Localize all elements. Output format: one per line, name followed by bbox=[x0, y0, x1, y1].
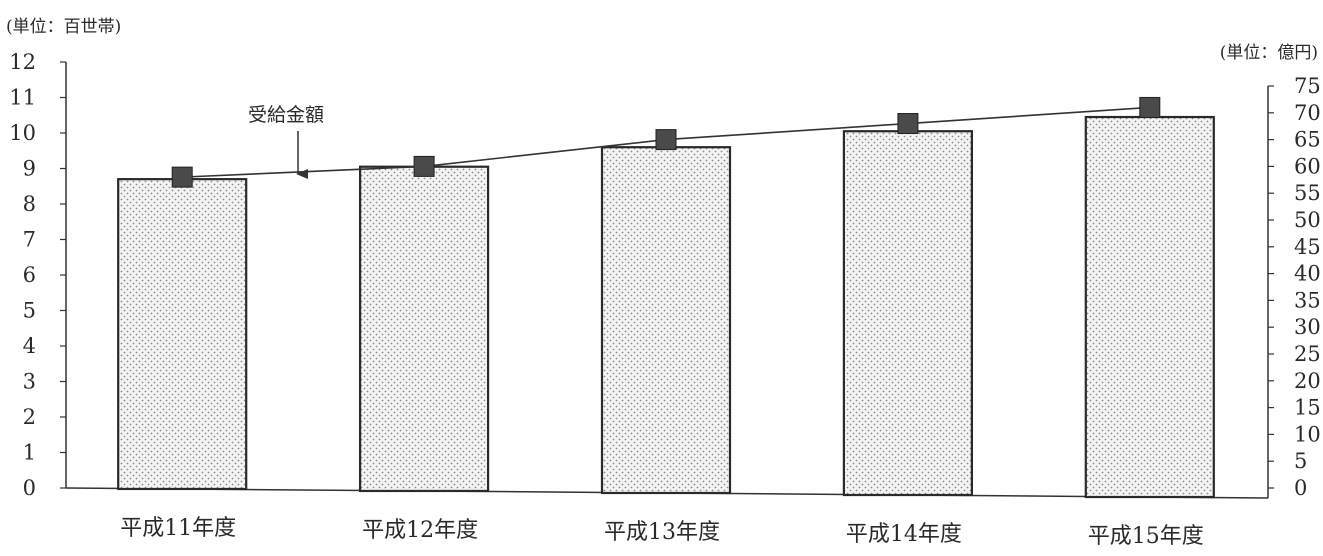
left-tick-label: 4 bbox=[23, 334, 36, 358]
bar bbox=[117, 178, 248, 491]
right-tick-label: 60 bbox=[1294, 154, 1321, 178]
right-axis-unit: (単位：億円) bbox=[1220, 43, 1318, 63]
left-tick-label: 0 bbox=[23, 476, 36, 500]
annotation-group: 受給金額 bbox=[248, 104, 324, 179]
right-tick-label: 10 bbox=[1294, 422, 1321, 446]
right-tick-label: 75 bbox=[1294, 74, 1321, 98]
line-marker bbox=[897, 113, 919, 135]
category-label: 平成15年度 bbox=[1088, 524, 1204, 549]
right-tick-label: 45 bbox=[1294, 235, 1321, 259]
category-labels: 平成11年度 平成12年度 平成13年度 平成14年度 平成15年度 bbox=[120, 516, 1204, 549]
bar bbox=[1084, 115, 1215, 499]
category-label: 平成14年度 bbox=[846, 522, 962, 547]
line-marker bbox=[171, 166, 193, 188]
right-tick-label: 5 bbox=[1294, 449, 1307, 473]
right-tick-label: 35 bbox=[1294, 288, 1321, 312]
line-marker bbox=[413, 155, 435, 177]
left-tick-label: 2 bbox=[23, 405, 36, 429]
left-tick-label: 7 bbox=[23, 228, 36, 252]
category-label: 平成12年度 bbox=[362, 518, 478, 543]
left-tick-label: 9 bbox=[23, 157, 36, 181]
line-series bbox=[171, 96, 1161, 188]
bar bbox=[842, 130, 974, 497]
right-tick-label: 0 bbox=[1294, 476, 1307, 500]
annotation-label: 受給金額 bbox=[248, 104, 324, 126]
right-tick-label: 65 bbox=[1294, 128, 1321, 152]
bars bbox=[117, 115, 1215, 499]
right-tick-label: 15 bbox=[1294, 396, 1321, 420]
left-tick-label: 3 bbox=[23, 370, 36, 394]
category-label: 平成11年度 bbox=[120, 516, 236, 541]
right-tick-label: 20 bbox=[1294, 369, 1321, 393]
bar bbox=[359, 165, 490, 493]
axes: 0123456789101112051015202530354045505560… bbox=[9, 50, 1320, 500]
left-tick-label: 11 bbox=[9, 86, 36, 110]
bar bbox=[600, 146, 732, 495]
right-tick-label: 40 bbox=[1294, 262, 1321, 286]
right-tick-label: 25 bbox=[1294, 342, 1321, 366]
left-axis-unit: (単位：百世帯) bbox=[6, 17, 121, 37]
left-tick-label: 1 bbox=[23, 441, 36, 465]
right-tick-label: 50 bbox=[1294, 208, 1321, 232]
right-tick-label: 70 bbox=[1294, 101, 1321, 125]
left-tick-label: 12 bbox=[9, 50, 36, 74]
right-tick-label: 55 bbox=[1294, 181, 1321, 205]
left-tick-label: 5 bbox=[23, 299, 36, 323]
left-tick-label: 6 bbox=[23, 263, 36, 287]
category-label: 平成13年度 bbox=[604, 520, 720, 545]
left-tick-label: 10 bbox=[9, 121, 36, 145]
line-marker bbox=[1139, 96, 1161, 118]
line-marker bbox=[655, 129, 677, 151]
left-tick-label: 8 bbox=[23, 192, 36, 216]
right-tick-label: 30 bbox=[1294, 315, 1321, 339]
